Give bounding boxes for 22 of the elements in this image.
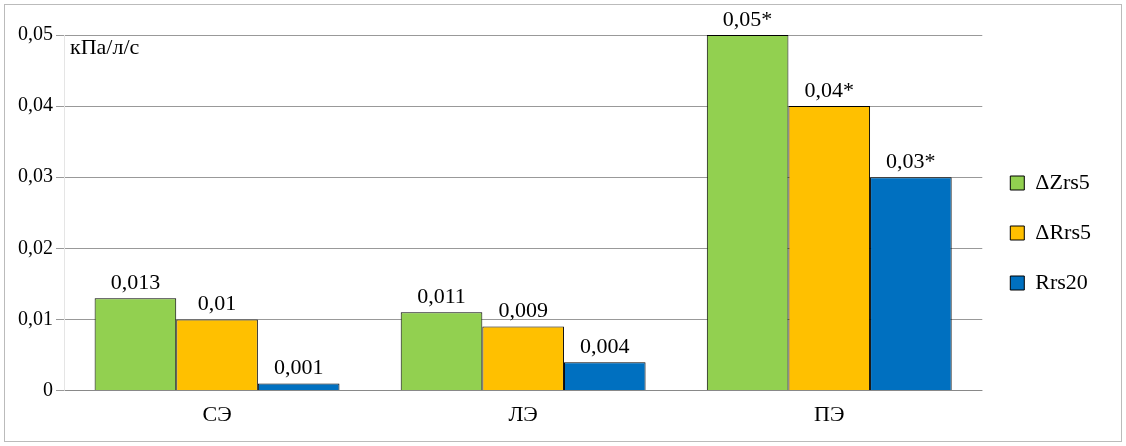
data-label: 0,001 [273, 354, 324, 380]
y-tick-label: 0,03 [18, 164, 53, 187]
y-tick-label: 0,01 [18, 306, 53, 329]
data-label: 0,01 [197, 290, 237, 316]
data-label: 0,004 [580, 332, 630, 358]
y-tick-label: 0,02 [18, 235, 53, 258]
y-tick-label: 0 [43, 377, 53, 400]
legend-label: ΔZrs5 [1035, 168, 1090, 194]
data-label: 0,009 [498, 297, 548, 323]
legend-label: ΔRrs5 [1035, 218, 1092, 244]
data-label: 0,03* [886, 148, 936, 174]
x-tick-label: СЭ [202, 400, 232, 426]
x-tick-label: ПЭ [814, 400, 845, 426]
y-axis-title: кПа/л/с [70, 33, 140, 59]
data-label: 0,04* [804, 76, 854, 102]
data-label: 0,05* [722, 5, 773, 31]
data-label: 0,013 [110, 268, 161, 294]
y-tick-label: 0,05 [18, 22, 53, 45]
legend-label: Rrs20 [1035, 268, 1088, 294]
y-tick-label: 0,04 [18, 93, 53, 116]
data-label: 0,011 [417, 283, 466, 309]
x-tick-label: ЛЭ [508, 400, 538, 426]
